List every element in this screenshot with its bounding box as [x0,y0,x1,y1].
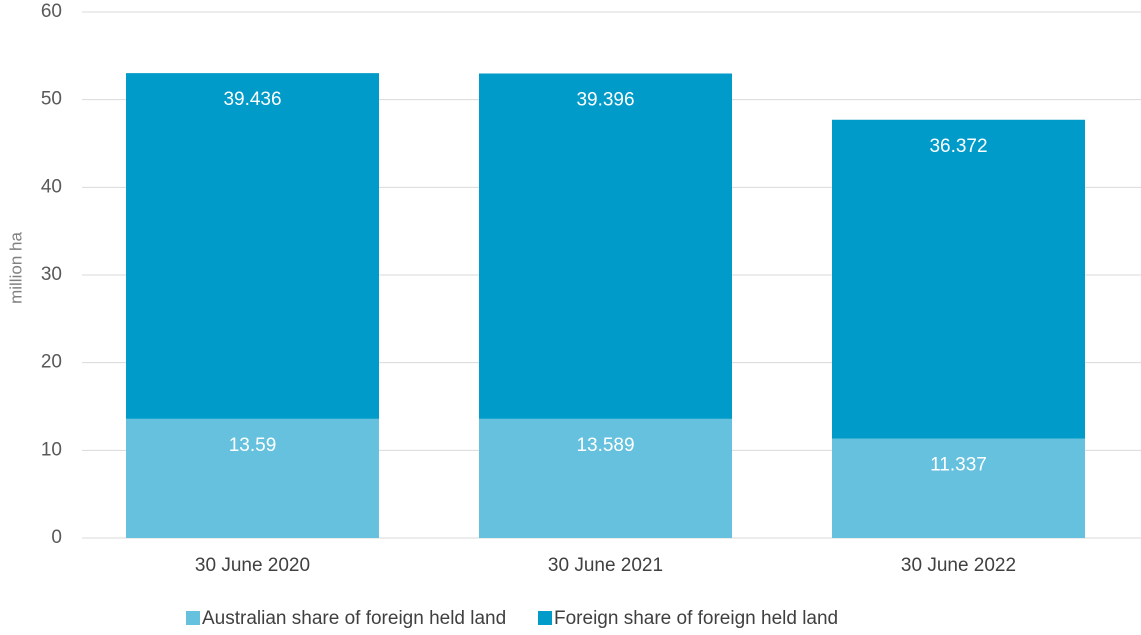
y-tick-label: 30 [41,264,62,285]
y-tick-label: 10 [41,439,62,460]
data-label: 36.372 [929,136,987,157]
legend-swatch [538,611,552,625]
data-label: 11.337 [930,455,987,476]
bar-segment [479,73,732,419]
x-tick-label: 30 June 2021 [548,555,663,576]
legend-swatch [186,611,200,625]
data-label: 39.436 [223,89,281,110]
y-tick-label: 20 [41,352,62,373]
data-label: 13.589 [576,435,634,456]
bar-segment [126,418,379,538]
y-axis-label: million ha [6,232,25,304]
legend-label: Foreign share of foreign held land [554,608,838,629]
bar-segment [832,119,1085,439]
bar-segment [479,418,732,538]
x-tick-label: 30 June 2020 [195,555,310,576]
y-tick-label: 0 [51,527,62,548]
x-tick-label: 30 June 2022 [901,555,1016,576]
data-label: 13.59 [229,435,277,456]
data-label: 39.396 [576,90,634,111]
bar-segment [126,73,379,419]
y-tick-label: 50 [41,89,62,110]
y-tick-label: 40 [41,176,62,197]
y-tick-label: 60 [41,1,62,22]
legend-label: Australian share of foreign held land [202,608,506,629]
bar-segment [832,438,1085,538]
